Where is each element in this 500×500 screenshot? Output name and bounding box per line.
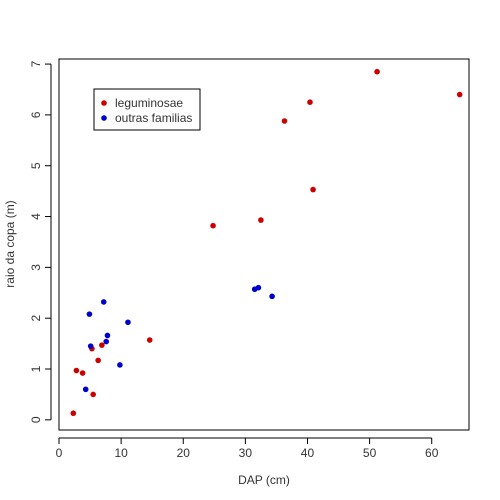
point-outras-familias — [103, 338, 110, 345]
x-tick-label: 60 — [425, 446, 439, 460]
y-tick-label: 3 — [29, 264, 43, 271]
point-leguminosae — [210, 222, 216, 229]
point-leguminosae — [456, 91, 463, 98]
point-leguminosae — [99, 342, 105, 348]
x-axis: 0 10 20 30 40 50 60 — [56, 437, 439, 460]
point-leguminosae — [307, 99, 313, 105]
point-outras-familias — [117, 362, 123, 368]
data-points — [70, 68, 463, 417]
point-leguminosae — [281, 118, 288, 124]
x-tick-label: 20 — [177, 446, 191, 460]
legend-marker-outras-familias — [101, 115, 107, 121]
y-tick-label: 1 — [29, 365, 43, 372]
x-tick-label: 50 — [363, 446, 377, 460]
legend-marker-leguminosae — [101, 100, 107, 106]
point-outras-familias — [269, 293, 275, 300]
y-tick-label: 7 — [29, 60, 43, 67]
point-leguminosae — [310, 186, 316, 193]
x-tick-label: 30 — [239, 446, 253, 460]
legend: leguminosae outras familias — [93, 88, 201, 131]
point-leguminosae — [73, 367, 80, 374]
legend-label-outras-familias: outras familias — [115, 111, 192, 125]
point-leguminosae — [95, 357, 101, 364]
y-tick-label: 4 — [29, 213, 43, 220]
x-tick-label: 0 — [56, 446, 63, 460]
x-tick-label: 10 — [114, 446, 128, 460]
point-outras-familias — [125, 319, 131, 326]
y-axis-label: raio da copa (m) — [3, 200, 17, 287]
point-leguminosae — [146, 337, 153, 343]
y-axis: 0 1 2 3 4 5 6 7 — [29, 60, 52, 423]
point-leguminosae — [374, 68, 380, 75]
point-leguminosae — [90, 391, 96, 398]
point-outras-familias — [86, 311, 93, 317]
y-tick-label: 6 — [29, 111, 43, 118]
y-tick-label: 5 — [29, 162, 43, 169]
y-tick-label: 0 — [29, 416, 43, 423]
point-outras-familias — [87, 343, 94, 349]
x-axis-label: DAP (cm) — [238, 473, 290, 487]
point-outras-familias — [104, 332, 111, 339]
point-outras-familias — [82, 386, 89, 393]
point-leguminosae — [79, 370, 86, 376]
legend-box — [93, 88, 201, 131]
y-tick-label: 2 — [29, 315, 43, 322]
point-leguminosae — [70, 410, 77, 417]
point-outras-familias — [100, 299, 107, 305]
legend-label-leguminosae: leguminosae — [115, 96, 183, 110]
point-leguminosae — [258, 217, 264, 223]
point-outras-familias — [255, 284, 262, 291]
x-tick-label: 40 — [301, 446, 315, 460]
plot-area-border — [58, 58, 470, 431]
